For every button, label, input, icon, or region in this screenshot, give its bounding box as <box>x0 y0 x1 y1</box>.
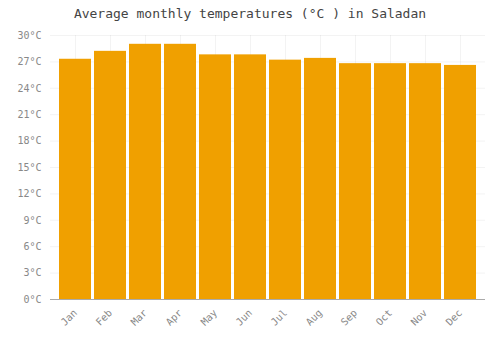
svg-text:24°C: 24°C <box>17 83 41 94</box>
html-text:Average monthly temperatures (: Average monthly temperatures (°C ) in Sa… <box>73 6 427 21</box>
svg-text:Jan: Jan <box>59 307 80 328</box>
svg-text:Jul: Jul <box>269 307 290 328</box>
svg-text:Apr: Apr <box>164 307 185 328</box>
svg-text:21°C: 21°C <box>17 109 41 120</box>
svg-text:30°C: 30°C <box>17 30 41 41</box>
svg-text:15°C: 15°C <box>17 162 41 173</box>
svg-text:Jun: Jun <box>234 307 255 328</box>
svg-text:May: May <box>199 307 220 328</box>
svg-text:12°C: 12°C <box>17 188 41 199</box>
svg-text:0°C: 0°C <box>23 294 41 305</box>
svg-text:6°C: 6°C <box>23 241 41 252</box>
svg-text:27°C: 27°C <box>17 56 41 67</box>
svg-text:18°C: 18°C <box>17 135 41 146</box>
svg-text:Aug: Aug <box>304 307 325 328</box>
svg-text:Mar: Mar <box>129 307 150 328</box>
svg-text:Dec: Dec <box>444 307 465 328</box>
svg-text:Nov: Nov <box>409 307 430 328</box>
svg-text:9°C: 9°C <box>23 215 41 226</box>
svg-text:3°C: 3°C <box>23 267 41 278</box>
svg-text:Feb: Feb <box>94 307 115 328</box>
svg-text:Sep: Sep <box>339 307 360 328</box>
svg-text:Oct: Oct <box>374 307 395 328</box>
